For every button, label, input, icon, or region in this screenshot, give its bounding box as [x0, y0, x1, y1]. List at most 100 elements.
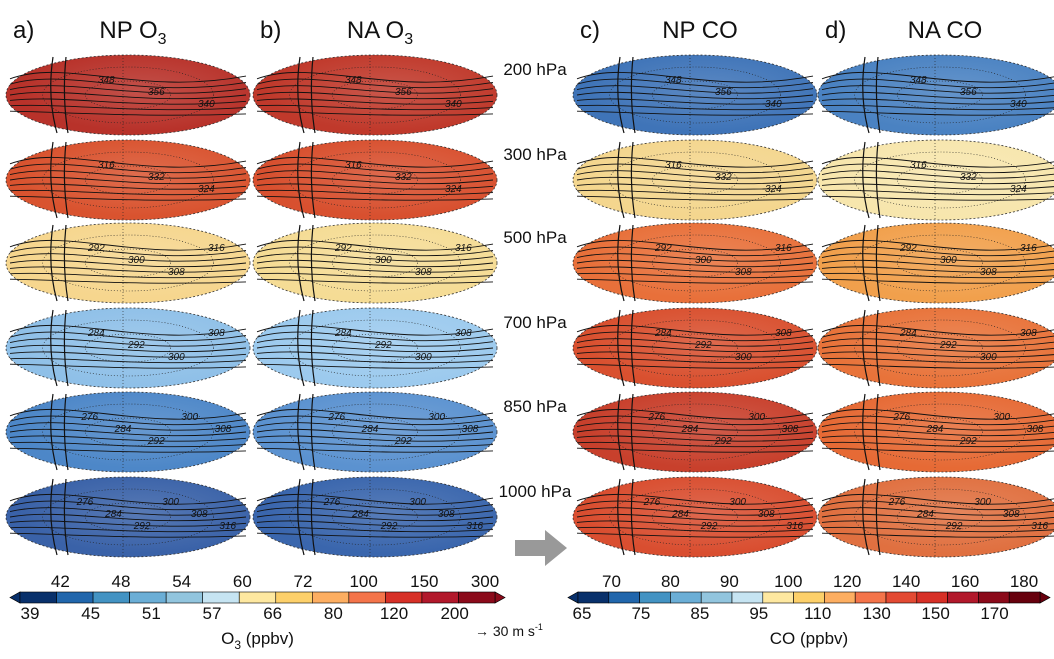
map-panel	[817, 222, 1054, 304]
contour-label: 332	[395, 172, 412, 183]
contour	[821, 170, 1054, 179]
colorbar-segment	[202, 591, 240, 604]
streamline	[862, 141, 881, 219]
contour	[576, 183, 814, 190]
panel-title-sub: 3	[404, 31, 413, 48]
contour-label: 308	[1020, 328, 1037, 339]
contour	[576, 91, 814, 100]
contour	[256, 239, 494, 251]
map-grid	[609, 488, 781, 546]
contour-label: 324	[765, 184, 782, 195]
colorbar-segment	[885, 591, 918, 604]
map-grid	[609, 319, 781, 377]
colorbar-title-unit: (ppbv)	[241, 629, 294, 648]
colorbar-label: 80	[324, 604, 343, 623]
colorbar-segment	[916, 591, 948, 604]
contour	[256, 526, 494, 533]
contour	[821, 415, 1054, 426]
contour-label: 300	[735, 352, 752, 363]
contour-label: 300	[128, 255, 145, 266]
colorbar-label: 180	[1010, 572, 1038, 591]
colorbar-segment	[421, 591, 459, 604]
contour-label: 316	[455, 243, 472, 254]
map-panel	[817, 54, 1054, 136]
contour-label: 324	[198, 184, 215, 195]
contour-label: 348	[98, 75, 115, 86]
contour	[821, 435, 1054, 442]
contour	[9, 71, 247, 83]
contour	[821, 259, 1054, 268]
contour-label: 292	[654, 243, 672, 254]
contour-label: 300	[181, 412, 198, 423]
contour	[821, 357, 1054, 364]
map-grid	[85, 80, 172, 110]
streamline	[617, 393, 636, 471]
contour	[9, 408, 247, 420]
contour-label: 308	[208, 328, 225, 339]
map-grid	[331, 502, 418, 532]
contour	[821, 532, 1054, 538]
contour	[9, 344, 247, 353]
contour	[9, 357, 247, 364]
contour-label: 292	[939, 340, 957, 351]
map-grid	[651, 417, 738, 447]
contour-label: 308	[1027, 424, 1044, 435]
map-panel	[817, 307, 1054, 389]
contour-label: 356	[960, 87, 977, 98]
streamline	[862, 393, 881, 471]
map-grid	[609, 66, 781, 124]
contour	[9, 85, 247, 94]
map-grid	[609, 403, 781, 461]
colorbar-segment	[348, 591, 386, 604]
panel-title-text: NA O	[347, 17, 404, 44]
contour-label: 284	[87, 328, 105, 339]
streamline	[50, 56, 69, 134]
contour	[9, 338, 247, 347]
contour	[9, 98, 247, 105]
pressure-level: 300 hPa	[503, 145, 567, 164]
contour	[256, 324, 494, 336]
contour	[9, 176, 247, 185]
contour-label: 292	[959, 436, 977, 447]
contour	[576, 500, 814, 511]
colorbar-label: 95	[749, 604, 768, 623]
contour	[576, 253, 814, 262]
contour	[821, 493, 1054, 505]
contour	[256, 176, 494, 185]
colorbar-label: 65	[573, 604, 592, 623]
contour	[256, 507, 494, 516]
colorbar-label: 120	[380, 604, 408, 623]
colorbar-segment	[19, 591, 57, 604]
colorbar-label: 110	[804, 604, 831, 623]
contour-label: 300	[974, 497, 991, 508]
contour	[576, 195, 814, 201]
map-grid	[289, 488, 461, 546]
colorbar-label: 140	[892, 572, 920, 591]
contour-label: 292	[694, 340, 712, 351]
contour	[9, 183, 247, 190]
contour	[821, 110, 1054, 116]
contour	[576, 78, 814, 89]
contour-label: 340	[198, 99, 215, 110]
contour-label: 292	[374, 340, 392, 351]
contour	[576, 520, 814, 527]
contour	[256, 104, 494, 111]
streamline	[50, 141, 69, 219]
map-grid	[854, 151, 1026, 209]
contour	[256, 435, 494, 442]
contour	[256, 85, 494, 94]
contour	[256, 351, 494, 358]
colorbar-label: 51	[142, 604, 161, 623]
contour	[9, 331, 247, 342]
contour-label: 308	[168, 267, 185, 278]
contour-label: 292	[133, 521, 151, 532]
colorbar-segment	[854, 591, 887, 604]
contour	[821, 195, 1054, 201]
map-grid	[42, 488, 214, 546]
contour	[9, 195, 247, 201]
contour-label: 300	[980, 352, 997, 363]
contour	[9, 520, 247, 527]
pressure-level: 700 hPa	[503, 313, 567, 332]
contour	[256, 266, 494, 273]
map-grid	[651, 502, 738, 532]
